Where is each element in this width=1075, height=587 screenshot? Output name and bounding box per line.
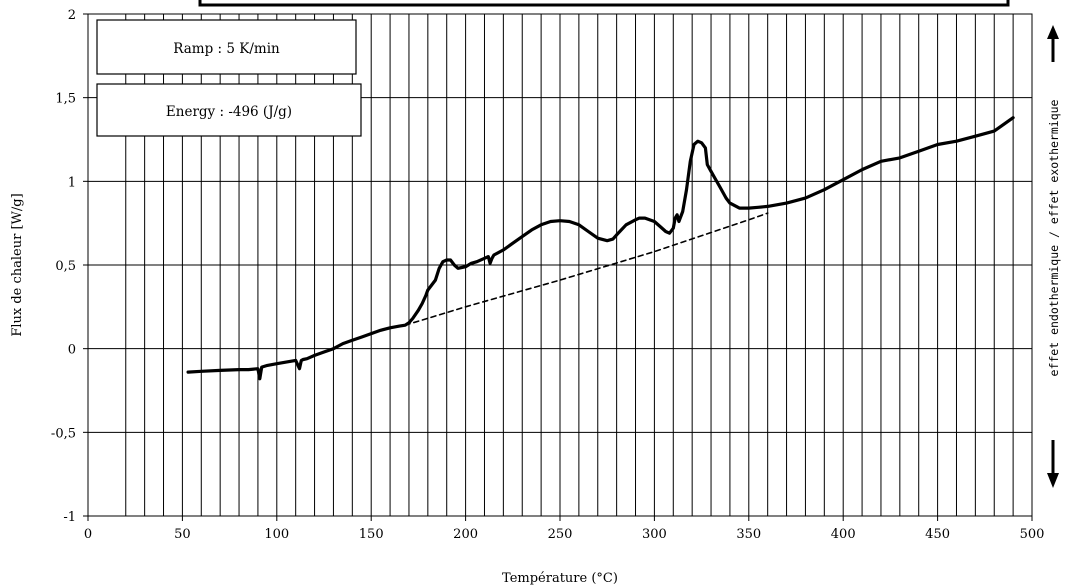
arrow-up-icon <box>1047 25 1059 62</box>
y-tick-label: 1 <box>68 175 76 190</box>
side-effect-label: effet endothermique / effet exothermique <box>1047 99 1061 376</box>
tick-labels: 0 50 100 150 200 250 300 350 400 450 500 -1 -0,5 0 0,5… <box>51 8 1044 542</box>
x-tick-label: 500 <box>1020 527 1045 542</box>
heat-flow-series <box>186 116 1015 381</box>
y-tick-label: 0,5 <box>55 259 76 274</box>
x-tick-label: 400 <box>831 527 856 542</box>
annotation-energy-box <box>96 83 362 137</box>
y-tick-label: -1 <box>63 510 76 525</box>
x-axis-title: Température (°C) <box>502 571 618 586</box>
baseline-series <box>404 212 769 327</box>
tick-marks <box>83 13 1033 521</box>
exo-endo-indicator: effet endothermique / effet exothermique <box>1047 25 1061 488</box>
annotation-ramp: Ramp : 5 K/min <box>96 19 357 75</box>
x-tick-label: 350 <box>736 527 761 542</box>
x-tick-label: 0 <box>84 527 92 542</box>
y-tick-label: -0,5 <box>51 426 76 441</box>
x-tick-label: 150 <box>359 527 384 542</box>
arrow-down-icon <box>1047 440 1059 488</box>
x-tick-label: 200 <box>453 527 478 542</box>
annotation-energy: Energy : -496 (J/g) <box>96 83 362 137</box>
x-tick-label: 50 <box>174 527 191 542</box>
x-tick-label: 300 <box>642 527 667 542</box>
y-tick-label: 1,5 <box>55 92 76 107</box>
data-series <box>186 116 1015 381</box>
y-tick-label: 2 <box>68 8 76 23</box>
y-axis-title: Flux de chaleur [W/g] <box>10 193 25 336</box>
x-tick-label: 250 <box>548 527 573 542</box>
annotation-ramp-box <box>96 19 357 75</box>
x-tick-label: 100 <box>264 527 289 542</box>
annotation-ramp-text: Ramp : 5 K/min <box>173 41 280 57</box>
y-tick-label: 0 <box>68 343 76 358</box>
annotation-energy-text: Energy : -496 (J/g) <box>166 104 292 120</box>
title-banner <box>198 0 1010 7</box>
x-tick-label: 450 <box>925 527 950 542</box>
